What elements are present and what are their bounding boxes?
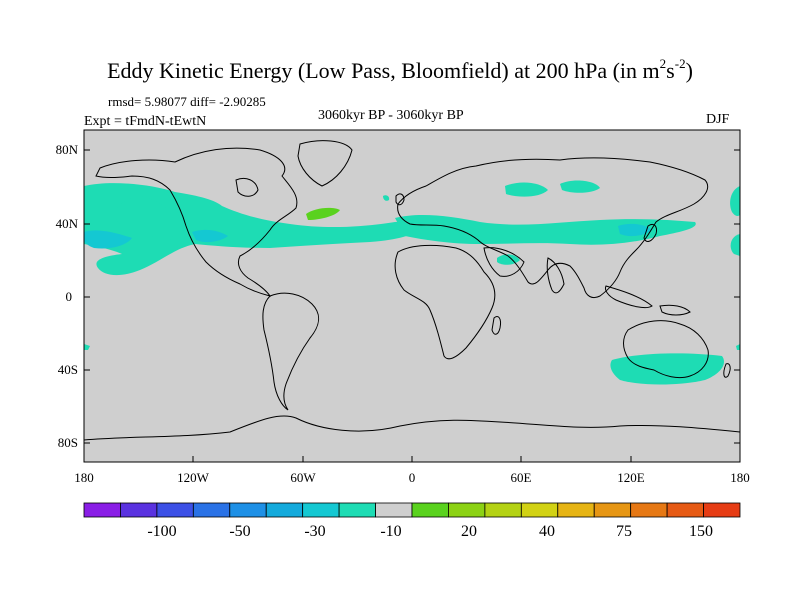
coastline-antarctica (84, 415, 740, 441)
coastline-new-guinea (659, 304, 691, 316)
colorbar-swatch (703, 502, 741, 518)
anomaly-region-eurasia (395, 215, 696, 245)
lon-label: 120E (617, 470, 645, 485)
coastline-japan (643, 223, 657, 242)
lat-label: 0 (66, 289, 73, 304)
colorbar-swatch (448, 502, 486, 518)
anomaly-region-east-edge-south (736, 344, 740, 350)
lon-label: 180 (74, 470, 94, 485)
colorbar-label: 75 (616, 523, 632, 540)
experiment-label: Expt = tFmdN-tEwtN (84, 114, 207, 129)
anomaly-region-pacific-arc (115, 196, 176, 240)
anomaly-region-siberia (505, 182, 548, 197)
colorbar (83, 502, 741, 518)
latitude-labels: 80N 40N 0 40S 80S (56, 142, 79, 450)
coastline-eurasia (397, 157, 709, 299)
colorbar-label: 40 (539, 523, 555, 540)
anomaly-region-australia (610, 353, 725, 385)
anomaly-region-north-pacific (84, 183, 422, 276)
colorbar-swatch (411, 502, 449, 518)
lon-label: 60W (290, 470, 316, 485)
coastline-australia (623, 320, 709, 379)
coastline-africa (394, 244, 496, 360)
colorbar-swatch (302, 502, 340, 518)
colorbar-swatch (192, 502, 231, 518)
lon-label: 60E (511, 470, 532, 485)
chart-title: Eddy Kinetic Energy (Low Pass, Bloomfiel… (107, 56, 693, 83)
coastline-arabia (483, 247, 525, 277)
colorbar-label: -100 (147, 523, 176, 540)
coastline-south-america (262, 292, 319, 411)
lat-label: 80S (58, 435, 78, 450)
anomaly-region-west-edge-south (84, 344, 90, 350)
colorbar-label: 20 (461, 523, 477, 540)
lon-label: 120W (177, 470, 210, 485)
colorbar-swatch (520, 502, 559, 518)
lat-label: 40N (56, 216, 79, 231)
longitude-labels: 180 120W 60W 0 60E 120E 180 (74, 470, 750, 485)
lon-label: 180 (730, 470, 750, 485)
coastlines (84, 140, 740, 441)
colorbar-swatch (83, 502, 121, 518)
colorbar-label: -10 (380, 523, 401, 540)
stats-label: rmsd= 5.98077 diff= -2.90285 (108, 94, 266, 109)
coastline-hudson-bay (235, 177, 259, 197)
anomaly-region-east-edge-north (730, 186, 740, 216)
colorbar-swatch (375, 502, 413, 518)
colorbar-swatch (630, 502, 668, 518)
coastline-india (546, 257, 565, 294)
coastline-new-zealand (723, 363, 731, 378)
colorbar-labels: -100 -50 -30 -10 20 40 75 150 (147, 523, 713, 540)
lat-label: 40S (58, 362, 78, 377)
colorbar-swatch (666, 502, 704, 518)
longitude-ticks (83, 456, 741, 462)
coastline-uk (395, 193, 405, 206)
colorbar-swatch (338, 502, 376, 518)
coastline-southeast-asia (605, 285, 653, 309)
lat-label: 80N (56, 142, 79, 157)
colorbar-swatch (265, 502, 304, 518)
lon-label: 0 (409, 470, 416, 485)
anomaly-region-central-pacific (84, 230, 132, 249)
anomaly-regions (84, 180, 740, 385)
colorbar-swatch (484, 502, 522, 518)
colorbar-label: 150 (689, 523, 713, 540)
anomaly-region-north-atlantic (383, 195, 390, 201)
colorbar-swatch (229, 502, 267, 518)
season-label: DJF (706, 112, 730, 127)
latitude-ticks (84, 149, 740, 444)
colorbar-swatch (593, 502, 632, 518)
map-background (84, 130, 740, 462)
period-label: 3060kyr BP - 3060kyr BP (318, 108, 464, 123)
coastline-madagascar (491, 315, 501, 335)
anomaly-region-us (192, 229, 228, 243)
colorbar-label: -50 (229, 523, 250, 540)
colorbar-swatch (156, 502, 194, 518)
colorbar-swatch (120, 502, 158, 518)
colorbar-swatch (557, 502, 595, 518)
anomaly-region-arctic (560, 180, 600, 193)
colorbar-label: -30 (304, 523, 325, 540)
anomaly-region-east-asia (618, 223, 652, 237)
anomaly-region-positive (306, 207, 340, 220)
coastline-greenland (297, 140, 353, 187)
coastline-north-america (95, 147, 298, 297)
anomaly-region-east-edge-mid (730, 234, 740, 256)
